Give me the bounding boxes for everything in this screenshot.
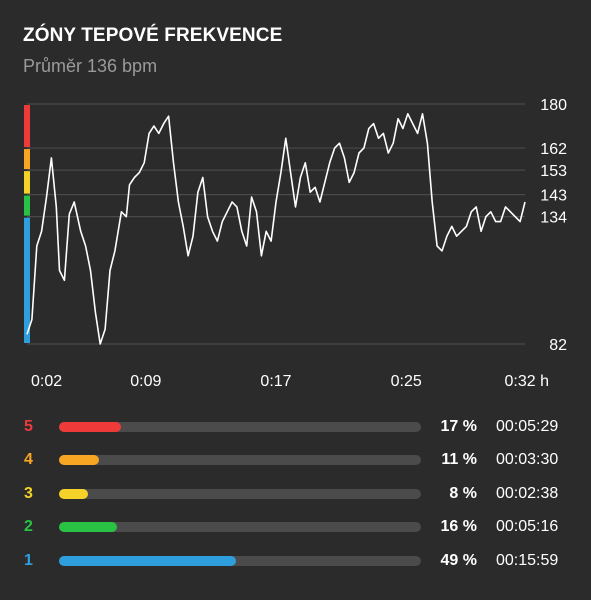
x-axis-labels: 0:02 0:09 0:17 0:25 0:32 h	[31, 373, 549, 390]
heart-rate-line	[26, 113, 526, 345]
zone-progress-fill	[59, 455, 99, 465]
zone-row-3: 3 8 % 00:02:38	[0, 485, 591, 519]
zone-segment	[24, 171, 30, 194]
chart-title: ZÓNY TEPOVÉ FREKVENCE	[23, 25, 283, 46]
zone-progress-fill	[59, 422, 121, 432]
x-tick-label: 0:09	[130, 373, 161, 390]
zone-progress-fill	[59, 556, 237, 566]
grid	[27, 103, 525, 345]
y-tick-label: 82	[549, 337, 567, 354]
heart-rate-chart: 180 162 153 143 134 82 0:02 0:09 0:17 0:25 0:32 h	[24, 97, 567, 390]
zone-row-4: 4 11 % 00:03:30	[0, 451, 591, 485]
zone-number: 5	[24, 418, 33, 435]
x-tick-label: 0:25	[391, 373, 422, 390]
zone-percent: 49 %	[440, 552, 477, 569]
zone-duration: 00:15:59	[496, 552, 559, 569]
zone-progress-track	[59, 556, 421, 566]
average-bpm: Průměr 136 bpm	[23, 56, 158, 76]
zone-progress-fill	[59, 522, 117, 532]
zone-number: 4	[24, 451, 33, 468]
y-axis-labels: 180 162 153 143 134 82	[540, 97, 567, 354]
zone-progress-track	[59, 422, 421, 432]
zone-progress-track	[59, 455, 421, 465]
zone-row-5: 5 17 % 00:05:29	[0, 418, 591, 452]
x-tick-label: 0:02	[31, 373, 62, 390]
zone-number: 2	[24, 518, 33, 535]
y-tick-label: 134	[540, 210, 567, 227]
zone-progress-fill	[59, 489, 88, 499]
x-tick-label: 0:17	[260, 373, 291, 390]
zone-duration: 00:05:16	[496, 518, 559, 535]
zone-percent: 8 %	[449, 485, 477, 502]
zone-segment	[24, 105, 30, 148]
zone-percent: 17 %	[440, 418, 477, 435]
y-tick-label: 180	[540, 97, 567, 114]
zone-progress-track	[59, 522, 421, 532]
y-tick-label: 143	[540, 188, 567, 205]
zone-segment	[24, 195, 30, 216]
x-tick-label: 0:32 h	[505, 373, 549, 390]
zone-row-1: 1 49 % 00:15:59	[0, 552, 591, 586]
zone-percent: 11 %	[441, 451, 477, 468]
y-tick-label: 162	[540, 141, 567, 158]
zone-number: 3	[24, 485, 33, 502]
zone-segment	[24, 217, 30, 343]
zone-number: 1	[24, 552, 33, 569]
zone-percent: 16 %	[440, 518, 477, 535]
zone-segment	[24, 149, 30, 170]
zone-row-2: 2 16 % 00:05:16	[0, 518, 591, 552]
zone-duration: 00:03:30	[496, 451, 559, 468]
y-tick-label: 153	[540, 163, 567, 180]
zone-progress-track	[59, 489, 421, 499]
zone-duration: 00:05:29	[496, 418, 559, 435]
zone-color-bar	[24, 105, 30, 343]
zone-duration: 00:02:38	[496, 485, 559, 502]
